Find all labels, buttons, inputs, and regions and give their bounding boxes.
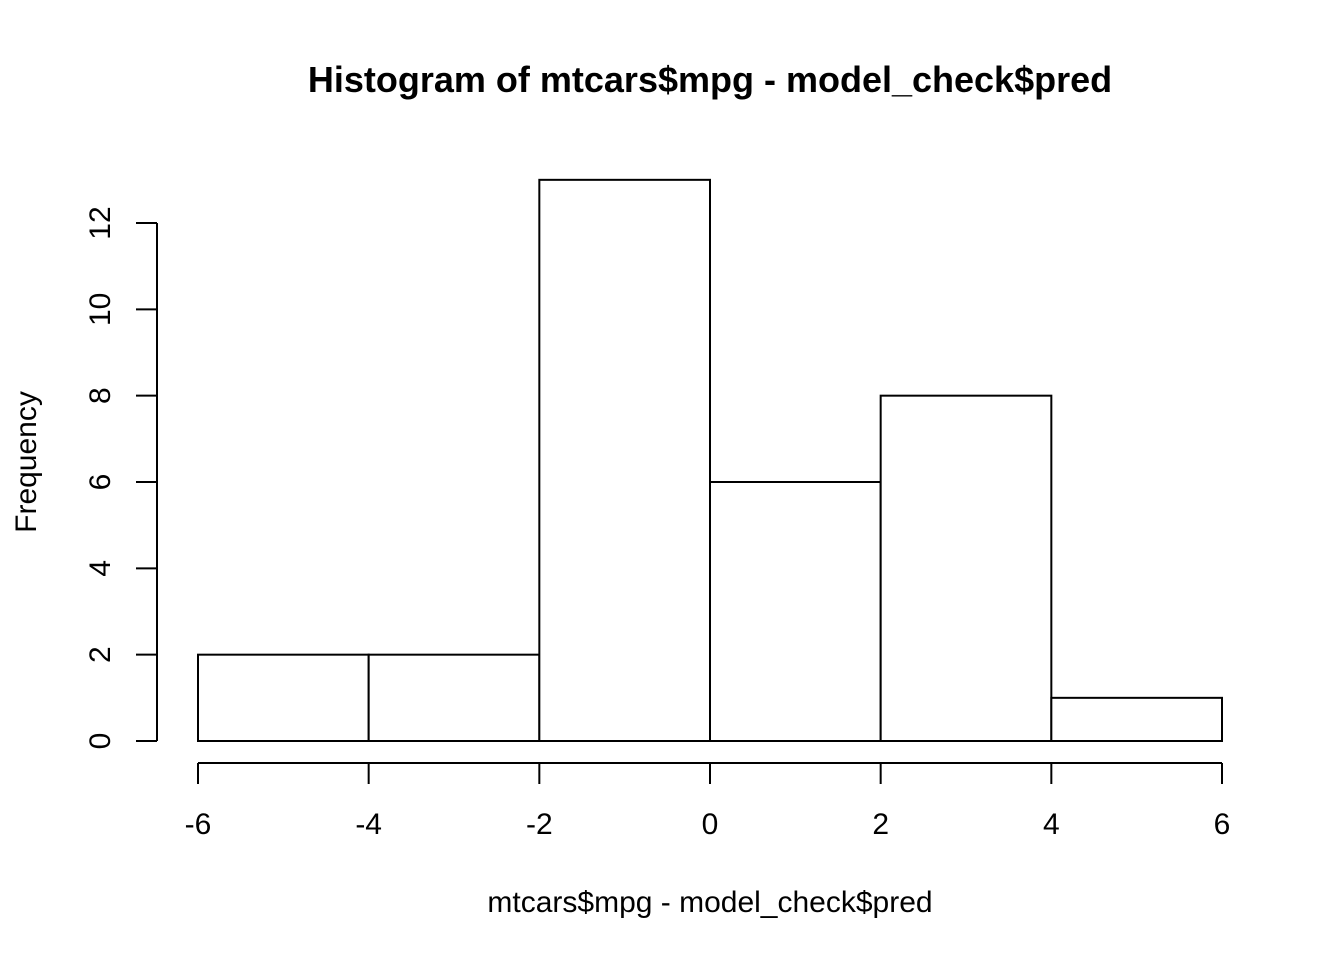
x-tick-label-3: 0 [702,808,719,841]
x-axis: -6 -4 -2 0 2 4 6 [185,762,1231,841]
histogram-bar-0 [197,653,370,743]
x-tick-label-4: 2 [872,808,889,841]
bars-group [197,178,1224,743]
x-tick-label-1: -4 [355,808,382,841]
x-tick-label-0: -6 [185,808,212,841]
y-tick-label-4: 8 [84,387,117,404]
histogram-bar-4 [879,394,1053,742]
x-tick-label-6: 6 [1214,808,1231,841]
chart-title: Histogram of mtcars$mpg - model_check$pr… [308,59,1112,100]
y-tick-label-1: 2 [84,646,117,663]
y-tick-label-0: 0 [84,733,117,750]
x-tick-label-2: -2 [526,808,553,841]
y-tick-label-3: 6 [84,474,117,491]
y-tick-label-6: 12 [84,206,117,239]
y-tick-label-5: 10 [84,293,117,326]
x-tick-label-5: 4 [1043,808,1060,841]
histogram-bar-5 [1050,696,1224,742]
histogram-bar-3 [709,481,882,742]
y-tick-label-2: 4 [84,560,117,577]
histogram-bar-2 [538,178,711,743]
y-axis-label: Frequency [10,391,43,533]
histogram-bar-1 [367,653,541,743]
x-axis-label: mtcars$mpg - model_check$pred [487,886,932,919]
y-axis: 0 2 4 6 8 10 12 [84,206,158,750]
